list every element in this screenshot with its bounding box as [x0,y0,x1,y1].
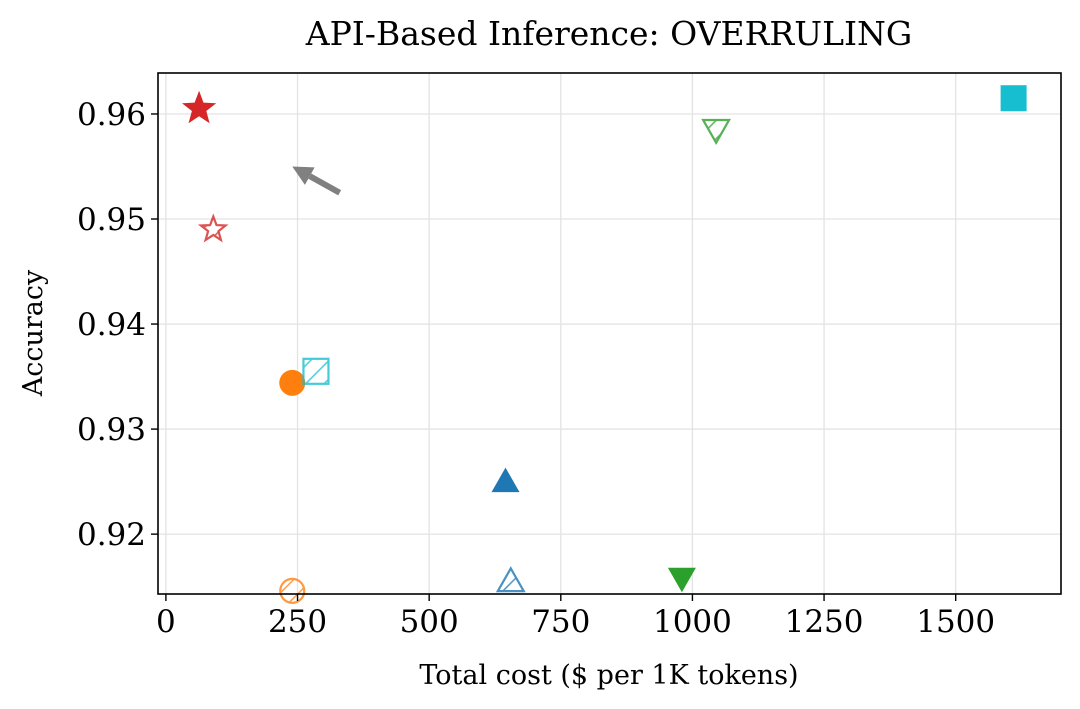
x-axis-label: Total cost ($ per 1K tokens) [419,660,798,691]
x-tick-label: 1000 [653,604,732,640]
chart-title: API-Based Inference: OVERRULING [305,14,913,53]
star-marker [182,90,217,124]
y-tick-label: 0.92 [77,517,146,553]
x-tick-label: 500 [400,604,459,640]
arrow-shaft [308,173,342,196]
square-marker [1000,85,1027,112]
x-tick-label: 750 [531,604,590,640]
x-tick-label: 1250 [785,604,864,640]
plot-frame [157,72,1062,595]
y-tick-label: 0.93 [77,412,146,448]
x-tick-label: 0 [156,604,176,640]
triangle-down-marker [701,118,732,145]
triangle-up-marker [491,467,520,493]
arrow-head [292,166,315,185]
x-tick-label: 1500 [916,604,995,640]
y-tick-label: 0.94 [77,307,146,343]
y-tick-label: 0.95 [77,202,146,238]
triangle-down-marker [667,567,696,593]
arrow-annotation [292,166,342,196]
ticks: 0 250 500 750 1000 1250 1500 0.92 0.93 0.94 0.95 0.… [77,97,995,640]
grid [158,73,1061,594]
circle-marker [279,577,306,604]
y-tick-label: 0.96 [77,97,146,133]
square-marker [302,357,330,385]
triangle-up-marker [495,566,526,593]
star-marker [197,213,229,243]
plot-marks [182,85,1027,604]
y-axis-label: Accuracy [18,269,49,397]
circle-marker [279,369,306,396]
x-tick-label: 250 [268,604,327,640]
